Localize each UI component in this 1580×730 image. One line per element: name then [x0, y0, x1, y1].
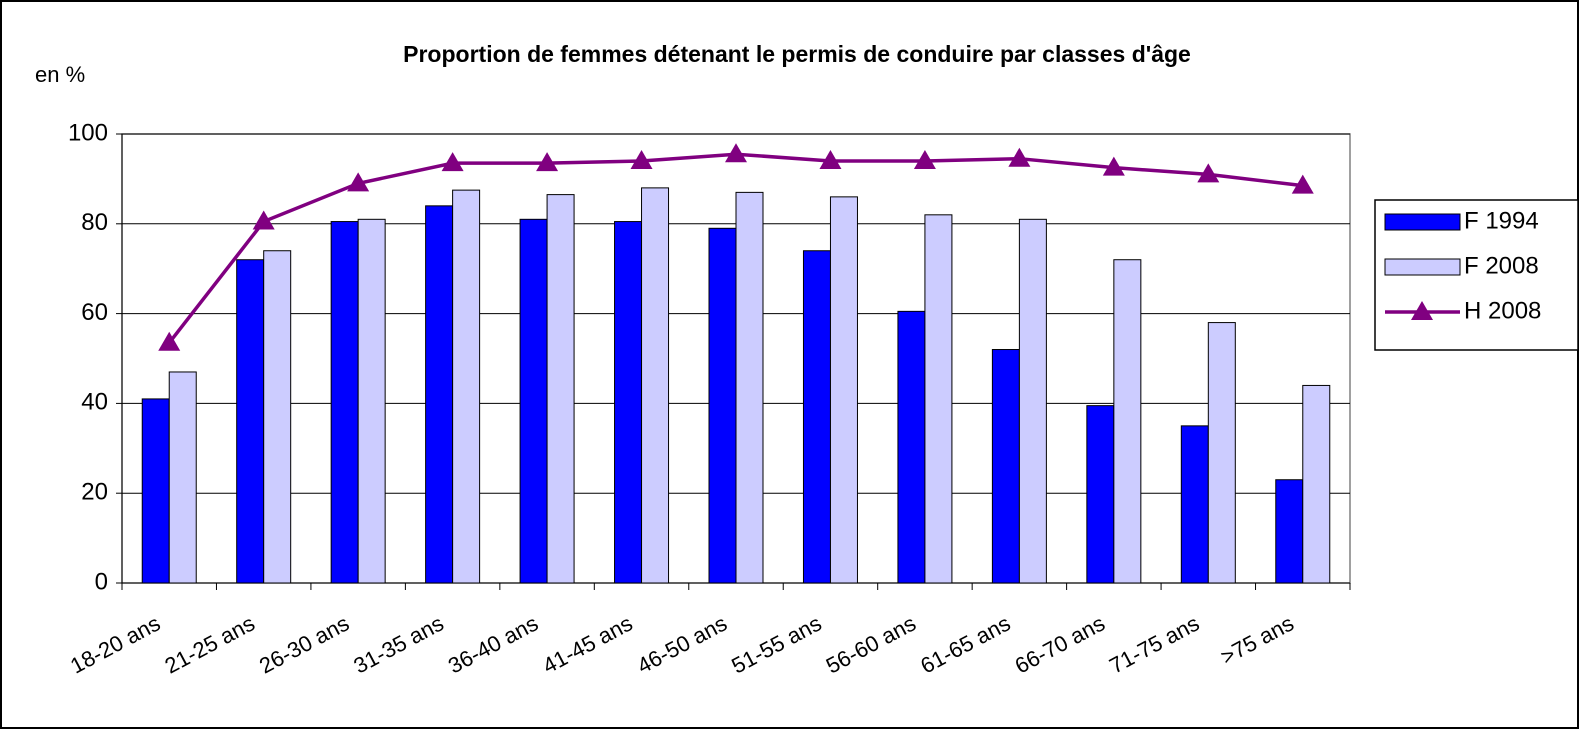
bar [546, 194, 575, 584]
bar [614, 221, 643, 584]
marker [347, 172, 370, 192]
bar [452, 189, 481, 584]
marker [252, 210, 275, 230]
bar [735, 191, 764, 584]
legend-label: H 2008 [1464, 297, 1541, 324]
marker [1197, 163, 1220, 183]
chart-title: Proportion de femmes détenant le permis … [403, 41, 1191, 67]
bar [425, 205, 454, 584]
marker [1008, 147, 1031, 167]
bar [1018, 218, 1047, 584]
bar [1086, 405, 1115, 584]
y-tick-label: 0 [95, 568, 108, 595]
marker [158, 331, 181, 351]
bar [141, 398, 170, 584]
bar [519, 218, 548, 584]
bar [236, 259, 265, 584]
marker [725, 143, 747, 163]
y-tick-label: 40 [81, 389, 108, 416]
legend-swatch [1384, 213, 1461, 231]
legend-swatch [1384, 258, 1461, 276]
y-tick-label: 80 [81, 209, 108, 236]
bar [924, 214, 953, 584]
bar [1180, 425, 1209, 584]
marker [536, 152, 559, 172]
bar [263, 250, 292, 584]
bar [330, 221, 359, 584]
y-tick-label: 20 [81, 479, 108, 506]
marker [819, 149, 842, 169]
bar [802, 250, 831, 584]
bar [708, 227, 737, 584]
y-axis-label: en % [35, 62, 85, 87]
legend-marker [1411, 301, 1433, 320]
legend-label: F 2008 [1464, 252, 1539, 279]
bar [357, 218, 386, 584]
bar [168, 371, 197, 584]
marker [630, 149, 653, 169]
bar [1113, 259, 1142, 584]
marker [1291, 174, 1314, 194]
marker [441, 152, 464, 172]
y-tick-label: 100 [68, 119, 108, 146]
bar [897, 310, 926, 584]
marker [1102, 156, 1125, 176]
y-tick-label: 60 [81, 299, 108, 326]
bar [1275, 479, 1304, 584]
bar [1302, 384, 1331, 584]
legend-label: F 1994 [1464, 207, 1539, 234]
bar [1207, 322, 1236, 584]
bar [991, 349, 1020, 584]
marker [913, 149, 936, 169]
bar [829, 196, 858, 584]
bar [641, 187, 670, 584]
